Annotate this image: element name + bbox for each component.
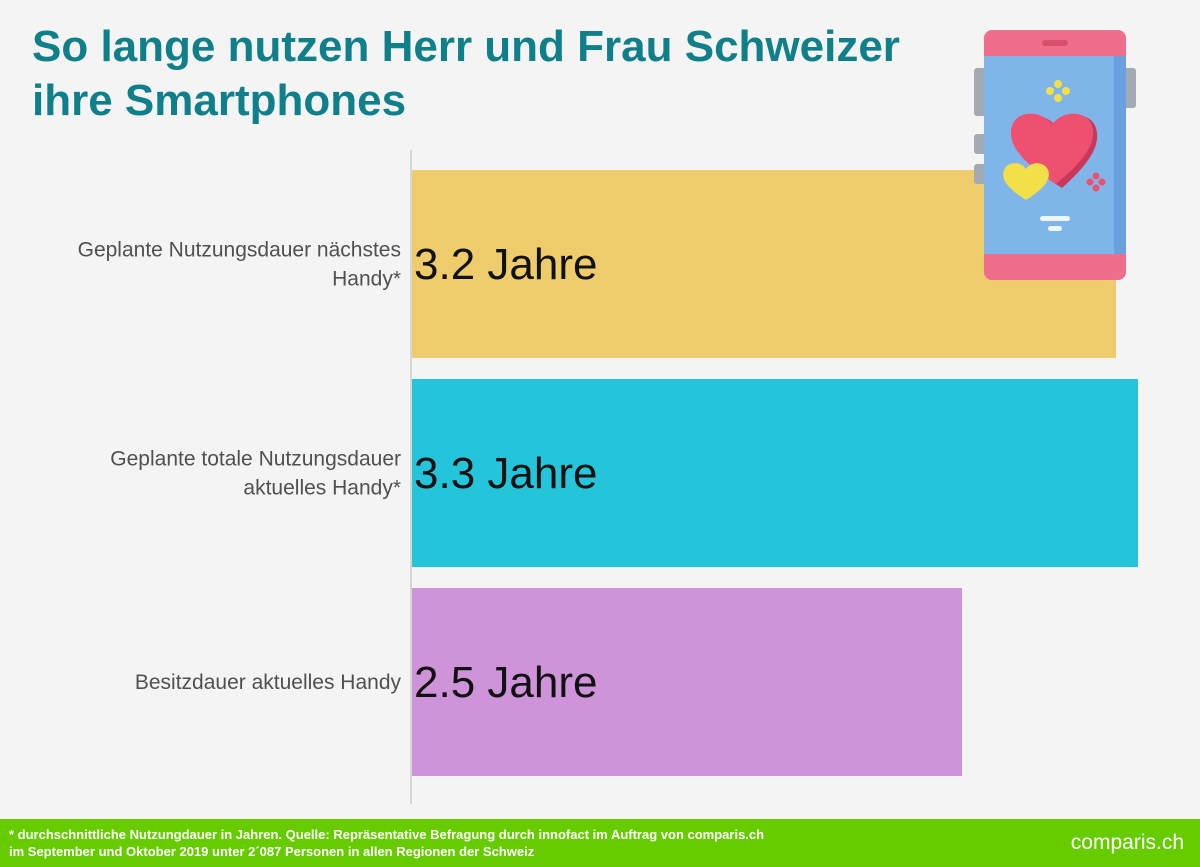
source-note-line1: * durchschnittliche Nutzungdauer in Jahr… xyxy=(9,827,765,842)
smartphone-hearts-icon xyxy=(974,30,1136,280)
bar-2 xyxy=(412,588,962,776)
category-label-0: Geplante Nutzungsdauer nächstes Handy* xyxy=(78,239,401,291)
bar-value-label-2: 2.5 Jahre xyxy=(414,658,597,707)
category-label-2: Besitzdauer aktuelles Handy xyxy=(135,671,402,694)
bar-value-label-0: 3.2 Jahre xyxy=(414,240,597,289)
bar-1 xyxy=(412,379,1138,567)
bar-value-label-1: 3.3 Jahre xyxy=(414,449,597,498)
comparis-logo[interactable]: comparis.ch xyxy=(1070,831,1184,854)
chart-title-line1: So lange nutzen Herr und Frau Schweizer xyxy=(32,22,900,71)
category-label-1: Geplante totale Nutzungsdauer aktuelles H… xyxy=(110,448,401,500)
chart-title: So lange nutzen Herr und Frau Schweizer … xyxy=(32,20,932,128)
chart-title-line2: ihre Smartphones xyxy=(32,76,407,125)
source-note-line2: im September und Oktober 2019 unter 2´08… xyxy=(9,844,535,859)
source-note: * durchschnittliche Nutzungdauer in Jahr… xyxy=(9,826,764,860)
footer: * durchschnittliche Nutzungdauer in Jahr… xyxy=(0,819,1200,867)
